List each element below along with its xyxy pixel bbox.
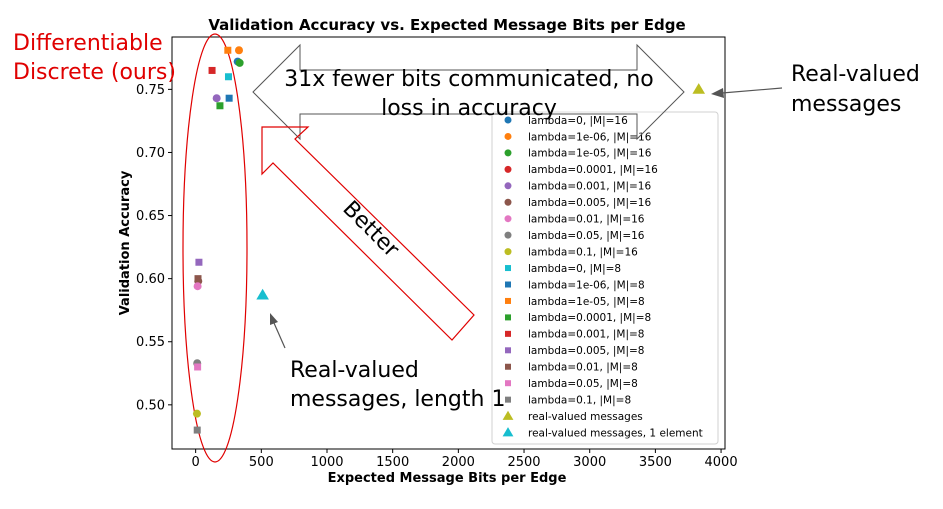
legend-entry: lambda=0.0001, |M|=8 xyxy=(528,312,651,324)
legend-entry: lambda=1e-06, |M|=16 xyxy=(528,131,652,143)
data-point xyxy=(194,275,202,283)
legend-marker xyxy=(504,231,512,239)
data-point xyxy=(235,58,244,67)
annotation-real-valued-line1: Real-valued xyxy=(791,62,920,87)
legend-entry: lambda=1e-06, |M|=8 xyxy=(528,279,645,291)
annotation-discrete-line1: Differentiable xyxy=(13,31,163,56)
legend-marker xyxy=(505,265,511,272)
x-tick-label: 2000 xyxy=(442,455,475,470)
legend-entry: lambda=0, |M|=16 xyxy=(528,115,628,127)
legend-entry: lambda=0.05, |M|=8 xyxy=(528,378,638,390)
annotation-real-len1-line1: Real-valued xyxy=(290,358,419,383)
data-point xyxy=(225,94,233,102)
x-axis-ticks: 0 500 1000 1500 2000 2500 3000 3500 4000 xyxy=(192,449,738,470)
legend-marker xyxy=(504,149,512,157)
legend-marker xyxy=(505,281,511,288)
better-arrow-shape xyxy=(261,126,475,341)
legend-entry: lambda=0.05, |M|=16 xyxy=(528,230,645,242)
legend-marker xyxy=(504,182,512,190)
x-tick-label: 1500 xyxy=(376,455,409,470)
legend-entry: lambda=0.001, |M|=16 xyxy=(528,181,651,193)
y-tick-label: 0.55 xyxy=(136,335,165,350)
data-point xyxy=(224,73,232,81)
legend-entry: lambda=0.001, |M|=8 xyxy=(528,329,645,341)
plot-frame xyxy=(171,36,726,450)
legend-entry: lambda=0, |M|=8 xyxy=(528,263,621,275)
legend-entry: real-valued messages, 1 element xyxy=(528,427,703,439)
x-tick-label: 3500 xyxy=(639,455,672,470)
annotation-real-valued-line2: messages xyxy=(791,92,901,117)
legend-entry: lambda=0.005, |M|=16 xyxy=(528,197,651,209)
legend-marker xyxy=(505,396,511,403)
annotation-better: Better xyxy=(338,196,405,263)
y-axis-label: Validation Accuracy xyxy=(118,170,133,315)
data-point xyxy=(212,94,221,103)
legend-marker xyxy=(505,330,511,337)
x-tick-label: 2500 xyxy=(507,455,540,470)
x-tick-label: 0 xyxy=(192,455,200,470)
legend-marker xyxy=(504,132,512,140)
legend-marker xyxy=(505,297,511,304)
pointer-arrowhead-real-len1 xyxy=(270,313,278,325)
data-point xyxy=(193,282,202,291)
x-axis-label: Expected Message Bits per Edge xyxy=(328,471,567,486)
legend-entry: lambda=0.1, |M|=16 xyxy=(528,246,638,258)
pointer-arrow-real-valued xyxy=(721,87,783,94)
x-tick-label: 4000 xyxy=(705,455,738,470)
legend-marker xyxy=(504,165,512,173)
legend-entry: lambda=1e-05, |M|=16 xyxy=(528,148,652,160)
y-axis-ticks: 0.50 0.55 0.60 0.65 0.70 0.75 xyxy=(136,83,172,413)
legend-marker xyxy=(505,363,511,370)
legend-entry: lambda=0.01, |M|=8 xyxy=(528,362,638,374)
legend-marker xyxy=(504,116,512,124)
legend-entry: real-valued messages xyxy=(528,411,643,423)
discrete-ellipse xyxy=(182,33,248,463)
data-point xyxy=(193,426,201,434)
data-point xyxy=(234,46,243,55)
annotation-fewer-bits-line1: 31x fewer bits communicated, no xyxy=(284,67,654,92)
legend-marker xyxy=(502,427,514,437)
legend-marker xyxy=(504,215,512,223)
data-point xyxy=(208,66,216,74)
y-tick-label: 0.75 xyxy=(136,83,165,98)
legend-entry: lambda=0.0001, |M|=16 xyxy=(528,164,658,176)
legend-marker xyxy=(505,347,511,354)
double-arrow-shape xyxy=(252,43,685,141)
x-tick-label: 500 xyxy=(249,455,274,470)
annotation-fewer-bits-line2: loss in accuracy xyxy=(381,96,557,121)
x-tick-label: 3000 xyxy=(573,455,606,470)
legend-marker xyxy=(505,314,511,321)
legend-entry: lambda=0.005, |M|=8 xyxy=(528,345,645,357)
chart-title: Validation Accuracy vs. Expected Message… xyxy=(208,16,685,34)
data-point xyxy=(195,258,203,266)
x-tick-label: 1000 xyxy=(310,455,343,470)
data-point xyxy=(194,363,202,371)
y-tick-label: 0.70 xyxy=(136,146,165,161)
data-point xyxy=(224,46,232,54)
data-point xyxy=(692,83,706,94)
legend-box xyxy=(491,111,719,445)
pointer-arrow-real-len1 xyxy=(273,322,286,349)
data-point xyxy=(256,288,269,300)
legend-marker xyxy=(504,198,512,206)
legend-entry: lambda=1e-05, |M|=8 xyxy=(528,296,645,308)
annotation-discrete-line2: Discrete (ours) xyxy=(13,60,176,85)
data-point xyxy=(216,102,224,110)
pointer-arrowhead-real-valued xyxy=(711,88,724,98)
legend-entry: lambda=0.1, |M|=8 xyxy=(528,394,631,406)
legend-marker xyxy=(504,248,512,256)
y-tick-label: 0.65 xyxy=(136,209,165,224)
legend: lambda=0, |M|=16 lambda=1e-06, |M|=16 lamb… xyxy=(491,111,719,445)
legend-entry: lambda=0.01, |M|=16 xyxy=(528,214,645,226)
y-tick-label: 0.60 xyxy=(136,272,165,287)
legend-marker xyxy=(502,410,514,420)
data-point xyxy=(192,409,201,418)
y-tick-label: 0.50 xyxy=(136,398,165,413)
annotation-real-len1-line2: messages, length 1 xyxy=(290,387,505,412)
data-points xyxy=(192,46,706,434)
legend-marker xyxy=(505,380,511,387)
